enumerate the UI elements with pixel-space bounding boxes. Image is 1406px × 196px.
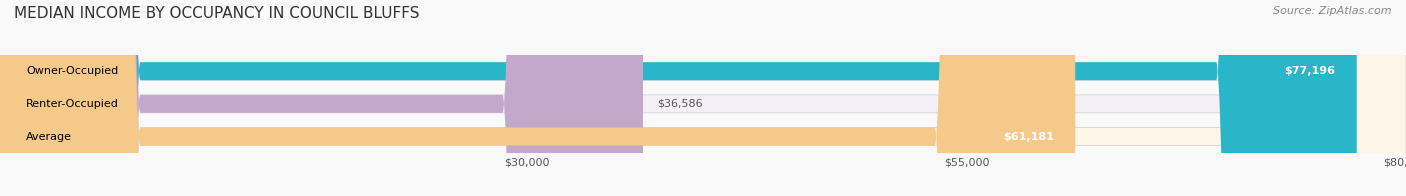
FancyBboxPatch shape	[0, 0, 643, 196]
Text: $36,586: $36,586	[657, 99, 703, 109]
Text: Source: ZipAtlas.com: Source: ZipAtlas.com	[1274, 6, 1392, 16]
Text: Renter-Occupied: Renter-Occupied	[27, 99, 120, 109]
Text: MEDIAN INCOME BY OCCUPANCY IN COUNCIL BLUFFS: MEDIAN INCOME BY OCCUPANCY IN COUNCIL BL…	[14, 6, 419, 21]
Text: $61,181: $61,181	[1004, 132, 1054, 142]
Text: Owner-Occupied: Owner-Occupied	[27, 66, 118, 76]
FancyBboxPatch shape	[0, 0, 1357, 196]
FancyBboxPatch shape	[0, 0, 1076, 196]
Text: Average: Average	[27, 132, 72, 142]
Text: $77,196: $77,196	[1285, 66, 1336, 76]
